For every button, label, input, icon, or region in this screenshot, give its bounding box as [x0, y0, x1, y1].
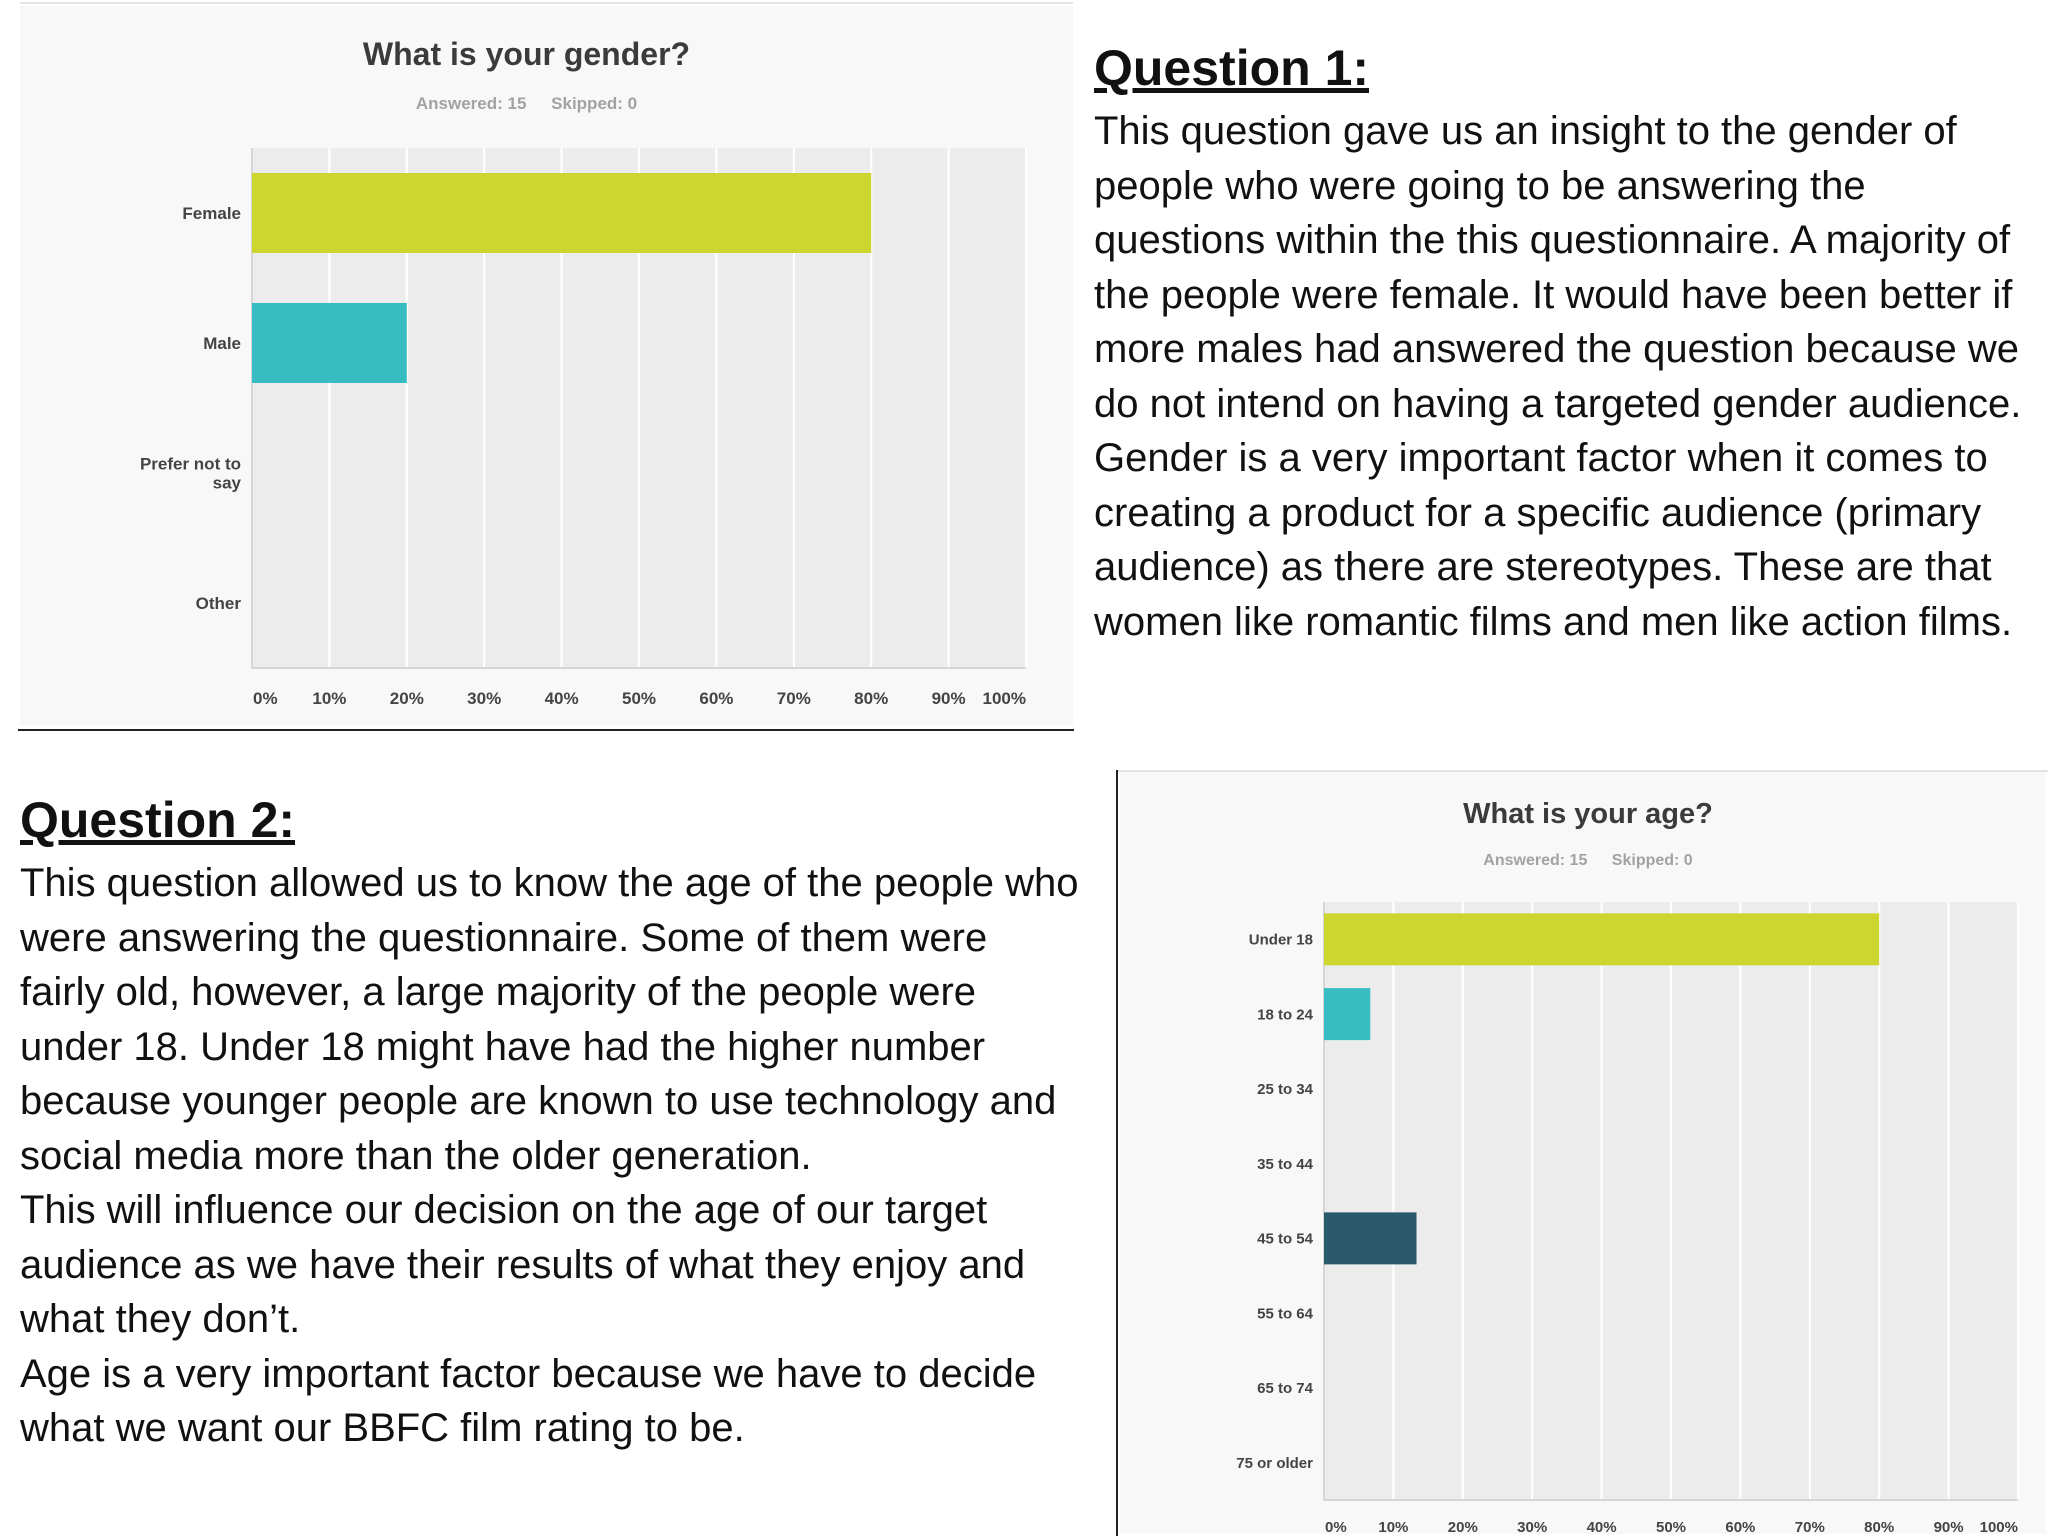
gender-skipped-count: Skipped: 0	[551, 94, 638, 113]
x-tick-label: 70%	[1795, 1519, 1825, 1536]
x-tick-label: 80%	[854, 689, 888, 708]
x-tick-label: 30%	[467, 689, 501, 708]
question-2-section: Question 2: This question allowed us to …	[20, 790, 1080, 1456]
x-tick-label: 70%	[777, 689, 811, 708]
x-tick-label: 50%	[622, 689, 656, 708]
x-tick-label: 40%	[545, 689, 579, 708]
bar-female	[252, 173, 872, 253]
horizontal-divider	[18, 729, 1074, 731]
question-2-paragraph: Age is a very important factor because w…	[20, 1351, 1037, 1451]
category-label: Other	[196, 594, 242, 613]
category-label: 18 to 24	[1257, 1006, 1314, 1023]
category-label: 75 or older	[1236, 1455, 1313, 1472]
question-1-paragraph: Gender is a very important factor when i…	[1094, 436, 2013, 644]
category-label: Under 18	[1249, 932, 1313, 949]
x-tick-label: 60%	[699, 689, 733, 708]
gender-chart-title: What is your gender?	[362, 36, 691, 72]
bar-18-to-24	[1324, 988, 1371, 1041]
x-tick-label: 90%	[1934, 1519, 1964, 1536]
x-tick-label: 20%	[1448, 1519, 1478, 1536]
question-1-heading: Question 1:	[1094, 40, 1370, 96]
question-2-paragraph: This question allowed us to know the age…	[20, 861, 1079, 1178]
x-tick-label: 40%	[1587, 1519, 1617, 1536]
age-chart-stats: Answered: 15 Skipped: 0	[1120, 852, 2046, 870]
question-1-paragraph: This question gave us an insight to the …	[1094, 109, 2022, 426]
category-label: 35 to 44	[1257, 1156, 1314, 1173]
question-1-section: Question 1: This question gave us an ins…	[1094, 38, 2034, 649]
gender-chart: What is your gender? Answered: 15 Skippe…	[20, 6, 1073, 726]
category-label: Prefer not to say	[140, 455, 242, 493]
category-label: 45 to 54	[1257, 1231, 1314, 1248]
x-tick-label: 10%	[312, 689, 346, 708]
bar-under-18	[1324, 913, 1880, 966]
vertical-divider	[1116, 770, 1118, 1536]
question-2-paragraph: This will influence our decision on the …	[20, 1188, 1026, 1341]
question-2-body: This question allowed us to know the age…	[20, 856, 1080, 1456]
x-tick-label: 60%	[1725, 1519, 1755, 1536]
right-chart-top-border	[1118, 770, 2048, 772]
category-label: 25 to 34	[1257, 1081, 1314, 1098]
x-tick-label: 0%	[1325, 1519, 1347, 1536]
age-chart-plot: Under 18 18 to 24 25 to 34 35 to 44 45 to 54…	[1236, 902, 2019, 1536]
category-label: 65 to 74	[1257, 1380, 1314, 1397]
x-tick-label: 90%	[932, 689, 966, 708]
age-chart: What is your age? Answered: 15 Skipped: …	[1120, 772, 2046, 1536]
category-label: Female	[182, 204, 241, 223]
x-tick-label: 100%	[1980, 1519, 2018, 1536]
gender-answered-count: Answered: 15	[415, 94, 527, 113]
x-tick-label: 30%	[1517, 1519, 1547, 1536]
x-tick-label: 100%	[983, 689, 1026, 708]
bar-male	[252, 303, 407, 383]
age-answered-count: Answered: 15	[1483, 852, 1588, 869]
gender-chart-plot: Female Male Prefer not to say Other 0% 10% 20% 3…	[140, 148, 1027, 708]
gender-chart-stats: Answered: 15 Skipped: 0	[20, 94, 1073, 114]
x-tick-label: 20%	[390, 689, 424, 708]
question-1-body: This question gave us an insight to the …	[1094, 104, 2034, 649]
category-label: Male	[203, 334, 241, 353]
category-label: 55 to 64	[1257, 1305, 1314, 1322]
question-2-heading: Question 2:	[20, 792, 296, 848]
x-tick-label: 50%	[1656, 1519, 1686, 1536]
x-tick-label: 10%	[1378, 1519, 1408, 1536]
age-chart-title: What is your age?	[1463, 798, 1713, 830]
x-tick-label: 0%	[253, 689, 278, 708]
top-border-line	[20, 2, 1073, 4]
age-skipped-count: Skipped: 0	[1611, 852, 1693, 869]
bar-45-to-54	[1324, 1212, 1417, 1265]
x-tick-label: 80%	[1864, 1519, 1894, 1536]
